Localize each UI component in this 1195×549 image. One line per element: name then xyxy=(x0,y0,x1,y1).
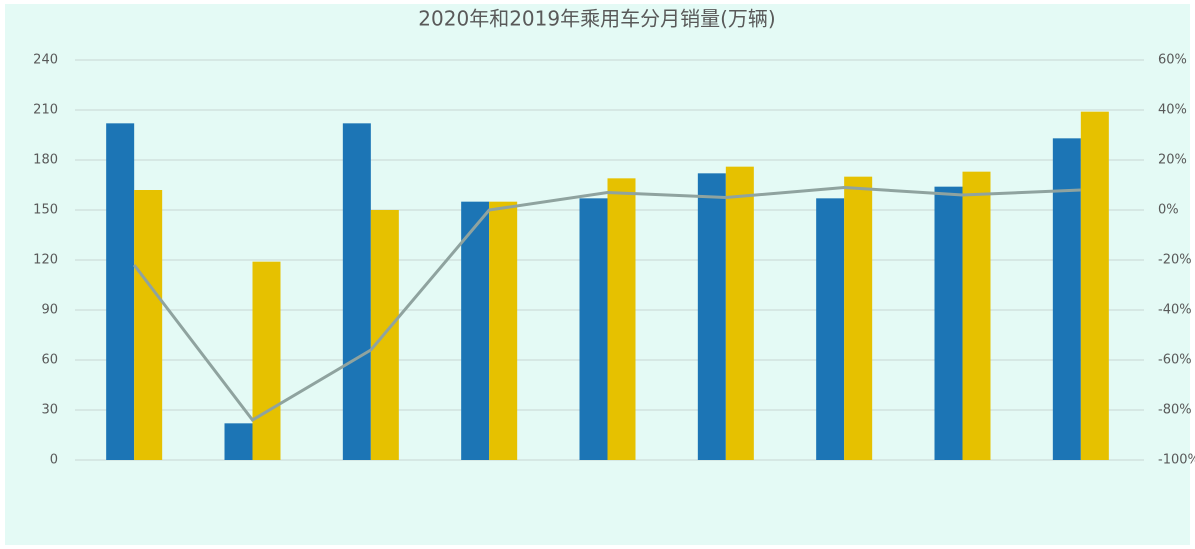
y-tick-label: 90 xyxy=(41,303,58,318)
y-tick-label: 180 xyxy=(33,153,58,168)
chart-title: 2020年和2019年乘用车分月销量(万辆) xyxy=(418,7,775,31)
bar xyxy=(607,178,636,461)
bar xyxy=(252,261,281,460)
y2-tick-label: -20% xyxy=(1158,253,1192,268)
bar xyxy=(725,166,754,460)
bar xyxy=(816,198,845,461)
bar xyxy=(844,176,873,460)
y-tick-label: 210 xyxy=(33,103,58,118)
bar xyxy=(106,123,135,460)
bar xyxy=(1080,111,1109,461)
bar xyxy=(962,171,991,460)
bar xyxy=(224,423,253,460)
bar xyxy=(489,201,518,460)
bar xyxy=(342,123,371,460)
bar xyxy=(697,173,726,461)
bar xyxy=(1052,138,1081,461)
bar xyxy=(134,190,163,460)
y2-tick-label: 60% xyxy=(1158,53,1187,68)
bar xyxy=(934,186,963,460)
y-tick-label: 150 xyxy=(33,203,58,218)
y-tick-label: 60 xyxy=(41,353,58,368)
y-tick-label: 120 xyxy=(33,253,58,268)
line xyxy=(132,185,1081,422)
y-tick-label: 30 xyxy=(41,403,58,418)
y2-tick-label: 0% xyxy=(1158,203,1179,218)
y2-tick-label: -40% xyxy=(1158,303,1192,318)
y2-tick-label: -80% xyxy=(1158,403,1192,418)
y2-tick-label: 40% xyxy=(1158,103,1187,118)
y2-tick-label: -60% xyxy=(1158,353,1192,368)
y-tick-label: 240 xyxy=(33,53,58,68)
y-tick-label: 0 xyxy=(50,453,58,468)
bar xyxy=(461,201,490,460)
bar xyxy=(579,198,608,461)
y2-tick-label: -100% xyxy=(1158,453,1195,468)
y2-tick-label: 20% xyxy=(1158,153,1187,168)
